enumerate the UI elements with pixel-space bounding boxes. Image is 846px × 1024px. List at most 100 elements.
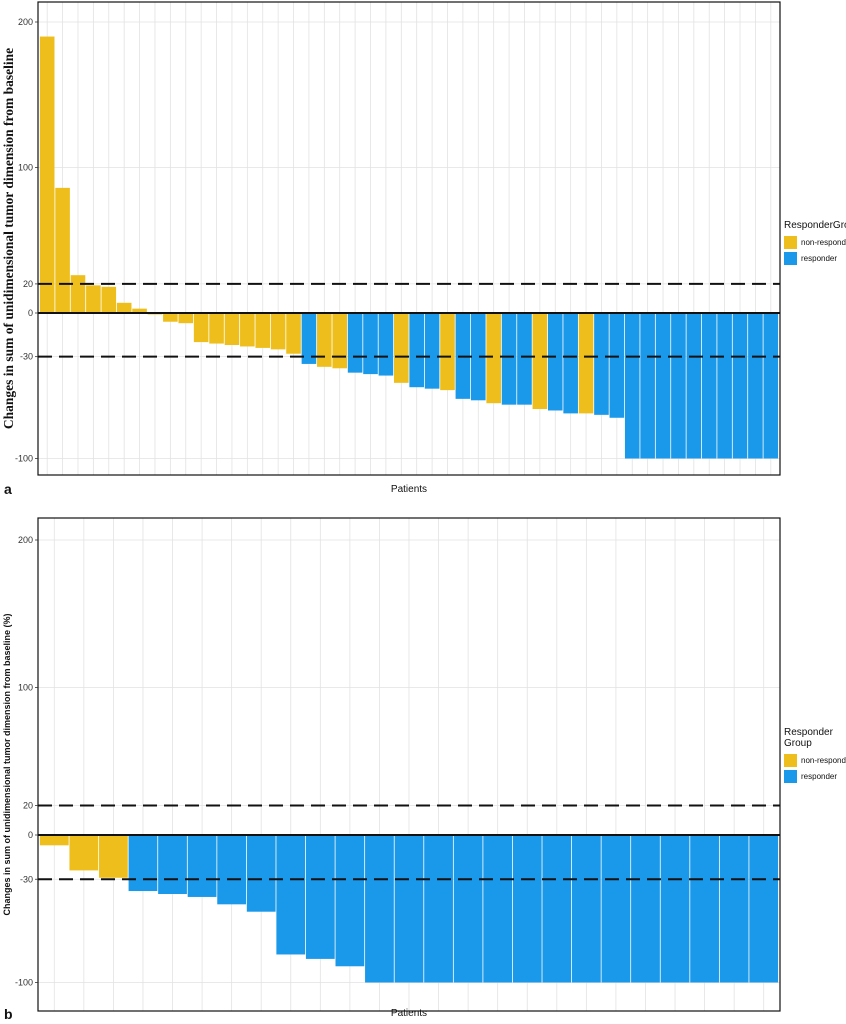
bar-a-44 bbox=[701, 313, 717, 459]
legend-label-a-responder: responder bbox=[801, 254, 837, 263]
panel-letter-a: a bbox=[4, 481, 12, 497]
bar-b-6 bbox=[187, 835, 217, 897]
bar-a-19 bbox=[317, 313, 332, 367]
ytick-label-b: -30 bbox=[20, 874, 33, 884]
legend-key-a-responder bbox=[784, 252, 797, 265]
bar-a-45 bbox=[717, 313, 732, 459]
bar-a-30 bbox=[486, 313, 501, 404]
bar-a-39 bbox=[624, 313, 640, 459]
bar-a-2 bbox=[55, 187, 70, 313]
bar-a-25 bbox=[409, 313, 424, 388]
ytick-label-b: 20 bbox=[23, 801, 33, 811]
bar-a-23 bbox=[378, 313, 394, 376]
legend-key-a-non-responder bbox=[784, 236, 797, 249]
ytick-label-a: 200 bbox=[18, 17, 33, 27]
bar-a-40 bbox=[640, 313, 655, 459]
bar-a-36 bbox=[578, 313, 594, 414]
bar-a-48 bbox=[763, 313, 779, 459]
x-axis-title-b: Patients bbox=[391, 1008, 427, 1019]
bar-a-18 bbox=[301, 313, 317, 364]
ytick-label-b: 0 bbox=[28, 830, 33, 840]
bar-b-7 bbox=[217, 835, 247, 905]
bar-a-13 bbox=[224, 313, 240, 346]
bar-a-5 bbox=[101, 286, 117, 313]
bar-a-9 bbox=[163, 313, 178, 322]
bar-a-15 bbox=[255, 313, 271, 348]
plot-frame-a bbox=[37, 1, 781, 476]
legend-title-b: Group bbox=[784, 738, 812, 749]
bar-a-20 bbox=[332, 313, 348, 369]
bar-a-12 bbox=[209, 313, 224, 344]
bar-a-16 bbox=[270, 313, 286, 350]
bar-b-22 bbox=[660, 835, 690, 983]
bar-b-1 bbox=[39, 835, 69, 846]
ytick-label-b: 100 bbox=[18, 683, 33, 693]
bar-a-38 bbox=[609, 313, 625, 418]
bar-a-10 bbox=[178, 313, 194, 324]
bar-b-21 bbox=[631, 835, 660, 983]
bar-a-47 bbox=[748, 313, 763, 459]
bar-a-17 bbox=[286, 313, 301, 354]
bar-a-33 bbox=[532, 313, 548, 410]
bar-b-19 bbox=[571, 835, 601, 983]
bar-a-41 bbox=[655, 313, 671, 459]
bar-a-46 bbox=[732, 313, 748, 459]
ytick-label-b: 200 bbox=[18, 535, 33, 545]
bar-a-14 bbox=[240, 313, 255, 347]
y-axis-title-a: Changes in sum of unidimensional tumor d… bbox=[1, 48, 16, 429]
bar-a-42 bbox=[671, 313, 686, 459]
bar-b-16 bbox=[483, 835, 513, 983]
bar-a-37 bbox=[594, 313, 609, 415]
bar-a-21 bbox=[347, 313, 363, 373]
bar-a-24 bbox=[394, 313, 409, 383]
bar-b-10 bbox=[305, 835, 335, 959]
bar-b-20 bbox=[601, 835, 631, 983]
legend-key-b-non-responder bbox=[784, 754, 797, 767]
ytick-label-a: 100 bbox=[18, 163, 33, 173]
bar-b-8 bbox=[246, 835, 276, 912]
bar-a-6 bbox=[116, 302, 132, 313]
bar-a-4 bbox=[86, 285, 101, 313]
bar-a-35 bbox=[563, 313, 578, 414]
bar-a-32 bbox=[517, 313, 532, 405]
ytick-label-a: 0 bbox=[28, 308, 33, 318]
bar-b-23 bbox=[690, 835, 719, 983]
bar-a-31 bbox=[501, 313, 517, 405]
bar-b-18 bbox=[542, 835, 572, 983]
bar-b-5 bbox=[158, 835, 187, 894]
x-axis-title-a: Patients bbox=[391, 484, 427, 495]
bar-b-13 bbox=[394, 835, 424, 983]
y-axis-title-b: Changes in sum of unidimensional tumor d… bbox=[2, 613, 12, 915]
bar-b-3 bbox=[99, 835, 128, 878]
bar-a-29 bbox=[470, 313, 486, 401]
bar-a-22 bbox=[363, 313, 378, 375]
bar-a-3 bbox=[70, 275, 86, 313]
bar-b-11 bbox=[335, 835, 365, 967]
legend-label-a-non-responder: non-responder bbox=[801, 238, 846, 247]
bar-b-14 bbox=[424, 835, 453, 983]
bar-b-12 bbox=[365, 835, 394, 983]
ytick-label-a: -30 bbox=[20, 352, 33, 362]
panel-letter-b: b bbox=[4, 1006, 13, 1022]
ytick-label-b: -100 bbox=[15, 978, 33, 988]
ytick-label-a: -100 bbox=[15, 454, 33, 464]
bar-b-25 bbox=[749, 835, 779, 983]
legend-label-b-non-responder: non-responder bbox=[801, 756, 846, 765]
bar-b-2 bbox=[69, 835, 99, 871]
plot-frame-b bbox=[37, 517, 781, 1012]
legend-label-b-responder: responder bbox=[801, 772, 837, 781]
bar-b-4 bbox=[128, 835, 158, 892]
legend-key-b-responder bbox=[784, 770, 797, 783]
bar-a-11 bbox=[193, 313, 209, 343]
bar-b-9 bbox=[276, 835, 306, 955]
bar-b-24 bbox=[719, 835, 749, 983]
bar-a-34 bbox=[547, 313, 563, 411]
bar-a-7 bbox=[132, 308, 147, 313]
bar-a-43 bbox=[686, 313, 702, 459]
bar-b-15 bbox=[453, 835, 483, 983]
bar-b-17 bbox=[512, 835, 542, 983]
ytick-label-a: 20 bbox=[23, 279, 33, 289]
legend-title-b: Responder bbox=[784, 727, 834, 738]
